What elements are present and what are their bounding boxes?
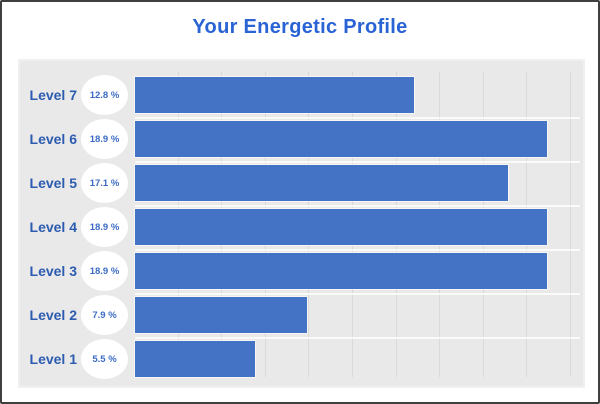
chart-row: Level 5 17.1 % [18, 161, 585, 205]
bar [135, 341, 255, 377]
category-label: Level 7 [29, 87, 77, 103]
bar [135, 253, 548, 289]
bar [135, 297, 308, 333]
bar-track [135, 297, 580, 333]
bar [135, 77, 415, 113]
chart-row: Level 3 18.9 % [18, 249, 585, 293]
category-label: Level 2 [29, 307, 77, 323]
chart-row: Level 2 7.9 % [18, 293, 585, 337]
bar-rows: Level 7 12.8 % Level 6 18.9 % Level 5 17.1 % L… [18, 59, 585, 388]
bar-track [135, 253, 580, 289]
chart-row: Level 7 12.8 % [18, 73, 585, 117]
chart-title: Your Energetic Profile [192, 16, 408, 38]
bar-track [135, 341, 580, 377]
chart-row: Level 4 18.9 % [18, 205, 585, 249]
category-label: Level 1 [29, 351, 77, 367]
chart-row: Level 1 5.5 % [18, 337, 585, 381]
value-badge: 18.9 % [81, 119, 128, 159]
value-badge: 17.1 % [81, 163, 128, 203]
chart-row: Level 6 18.9 % [18, 117, 585, 161]
row-separator [135, 249, 580, 251]
value-badge: 18.9 % [81, 207, 128, 247]
bar-track [135, 77, 580, 113]
row-separator [135, 337, 580, 339]
category-label: Level 3 [29, 263, 77, 279]
row-separator [135, 161, 580, 163]
value-badge: 18.9 % [81, 251, 128, 291]
vertical-gridline [570, 72, 571, 377]
bar [135, 121, 548, 157]
category-label: Level 6 [29, 131, 77, 147]
category-label: Level 4 [29, 219, 77, 235]
row-separator [135, 205, 580, 207]
category-label: Level 5 [29, 175, 77, 191]
row-separator [135, 293, 580, 295]
bar-track [135, 121, 580, 157]
bar [135, 209, 548, 245]
bar-track [135, 209, 580, 245]
row-separator [135, 117, 580, 119]
bar [135, 165, 508, 201]
value-badge: 5.5 % [81, 339, 128, 379]
chart-panel: Level 7 12.8 % Level 6 18.9 % Level 5 17.1 % L… [18, 59, 585, 388]
bar-track [135, 165, 580, 201]
value-badge: 12.8 % [81, 75, 128, 115]
value-badge: 7.9 % [81, 295, 128, 335]
